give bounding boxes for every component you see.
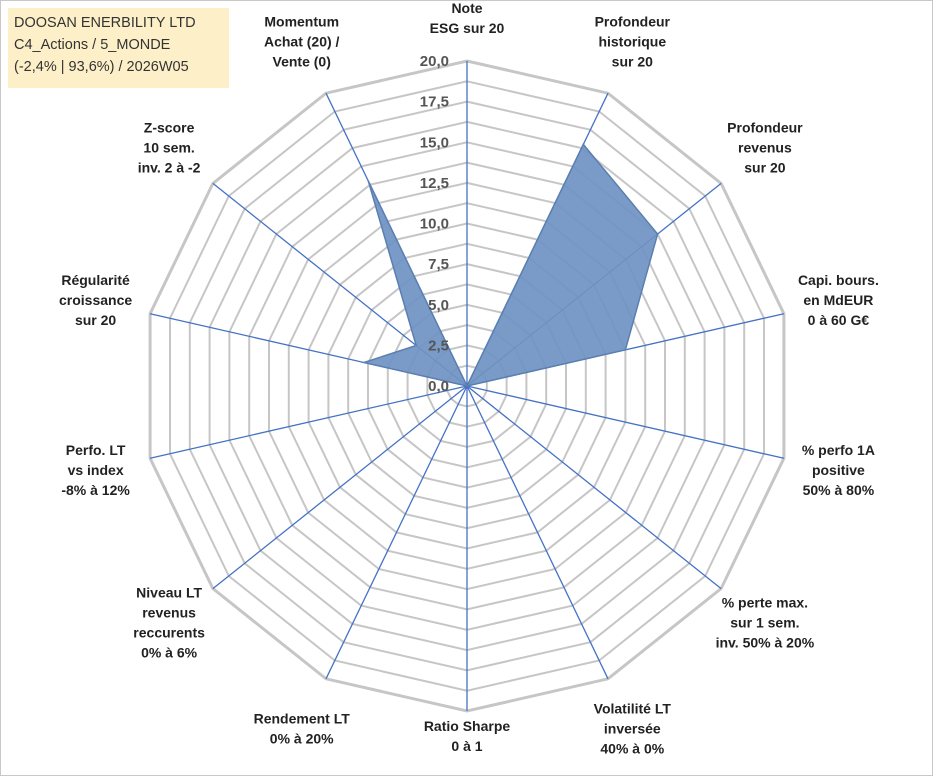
tick-label-5: 12,5: [420, 175, 449, 192]
axis-label-12: Z-score 10 sem. inv. 2 à -2: [138, 120, 201, 176]
axis-label-line: en MdEUR: [803, 292, 873, 308]
series-point-1: [582, 143, 585, 146]
axis-label-line: sur 1 sem.: [730, 615, 799, 631]
axis-label-line: 50% à 80%: [803, 482, 875, 498]
axis-label-line: Régularité: [61, 272, 130, 288]
axis-label-line: Rendement LT: [254, 710, 351, 726]
axis-label-line: Momentum: [264, 14, 339, 30]
series-point-2: [656, 233, 659, 235]
spoke-9: [212, 385, 468, 590]
chart-title-stats: (-2,4% | 93,6%) / 2026W05: [14, 59, 189, 75]
axis-label-line: inv. 2 à -2: [138, 160, 201, 176]
series-point-3: [624, 349, 627, 351]
axis-label-11: Régularité croissance sur 20: [59, 272, 132, 328]
axis-label-4: % perfo 1A positive 50% à 80%: [802, 442, 875, 498]
spoke-6: [466, 385, 609, 680]
radar-series: [361, 143, 659, 388]
series-point-10: [466, 385, 468, 387]
series-area: [361, 143, 659, 388]
axis-label-line: % perfo 1A: [802, 442, 875, 458]
tick-label-2: 5,0: [428, 297, 449, 314]
axis-label-line: Capi. bours.: [798, 272, 879, 288]
axis-label-line: Profondeur: [595, 14, 671, 30]
axis-label-line: sur 20: [612, 54, 653, 70]
tick-label-3: 7,5: [428, 256, 449, 273]
axis-label-line: Note: [451, 0, 482, 16]
axis-label-line: Achat (20) /: [264, 34, 340, 50]
chart-title-category: C4_Actions / 5_MONDE: [14, 37, 171, 53]
axis-label-line: 0% à 6%: [141, 645, 198, 661]
axis-label-line: Volatilité LT: [594, 700, 672, 716]
series-point-13: [367, 180, 370, 182]
tick-label-4: 10,0: [420, 216, 449, 233]
series-point-11: [363, 361, 365, 364]
axis-label-10: Perfo. LT vs index -8% à 12%: [61, 442, 130, 498]
axis-label-line: positive: [812, 462, 865, 478]
axis-label-line: Ratio Sharpe: [424, 718, 511, 734]
axis-label-line: vs index: [68, 462, 124, 478]
axis-label-line: reccurents: [133, 625, 205, 641]
axis-label-line: sur 20: [75, 312, 116, 328]
axis-label-line: Profondeur: [727, 120, 803, 136]
axis-label-0: Note ESG sur 20: [430, 0, 505, 36]
chart-title-box: DOOSAN ENERBILITY LTD C4_Actions / 5_MON…: [8, 8, 229, 88]
axis-label-line: croissance: [59, 292, 132, 308]
axis-label-line: Niveau LT: [136, 585, 202, 601]
axis-label-line: sur 20: [744, 160, 785, 176]
radar-axis-labels: Note ESG sur 20 Profondeur historique sur 20…: [59, 0, 879, 756]
axis-label-3: Capi. bours. en MdEUR 0 à 60 G€: [798, 272, 879, 328]
axis-label-line: % perte max.: [722, 595, 808, 611]
axis-label-8: Rendement LT 0% à 20%: [254, 710, 351, 746]
spoke-4: [466, 385, 785, 459]
axis-label-line: ESG sur 20: [430, 20, 505, 36]
tick-label-1: 2,5: [428, 337, 449, 354]
axis-label-7: Ratio Sharpe 0 à 1: [424, 718, 511, 754]
tick-label-0: 0,0: [428, 378, 449, 395]
axis-label-line: -8% à 12%: [61, 482, 130, 498]
spoke-8: [325, 385, 468, 680]
axis-label-line: revenus: [142, 605, 196, 621]
tick-label-7: 17,5: [420, 94, 449, 111]
axis-label-line: inversée: [604, 720, 661, 736]
chart-title-company: DOOSAN ENERBILITY LTD: [14, 15, 196, 31]
tick-label-8: 20,0: [420, 53, 449, 70]
axis-label-line: Z-score: [144, 120, 195, 136]
axis-label-line: Vente (0): [273, 54, 331, 70]
axis-label-line: 10 sem.: [143, 140, 194, 156]
axis-label-line: 0 à 60 G€: [808, 312, 870, 328]
axis-label-line: inv. 50% à 20%: [716, 635, 815, 651]
axis-label-9: Niveau LT revenus reccurents 0% à 6%: [133, 585, 205, 661]
spoke-10: [149, 385, 468, 459]
spoke-5: [466, 385, 722, 590]
axis-label-1: Profondeur historique sur 20: [595, 14, 671, 70]
axis-label-5: % perte max. sur 1 sem. inv. 50% à 20%: [716, 595, 815, 651]
axis-label-line: Perfo. LT: [66, 442, 126, 458]
axis-label-line: 40% à 0%: [600, 740, 664, 756]
tick-label-6: 15,0: [420, 134, 449, 151]
radar-tick-labels: 0,0 2,5 5,0 7,5 10,0 12,5 15,0 17,5 20,0: [420, 53, 449, 395]
axis-label-line: 0 à 1: [451, 738, 482, 754]
series-point-12: [415, 344, 418, 347]
axis-label-13: Momentum Achat (20) / Vente (0): [264, 14, 340, 70]
axis-label-2: Profondeur revenus sur 20: [727, 120, 803, 176]
axis-label-line: 0% à 20%: [270, 730, 334, 746]
axis-label-6: Volatilité LT inversée 40% à 0%: [594, 700, 672, 756]
axis-label-line: revenus: [738, 140, 792, 156]
axis-label-line: historique: [598, 34, 666, 50]
